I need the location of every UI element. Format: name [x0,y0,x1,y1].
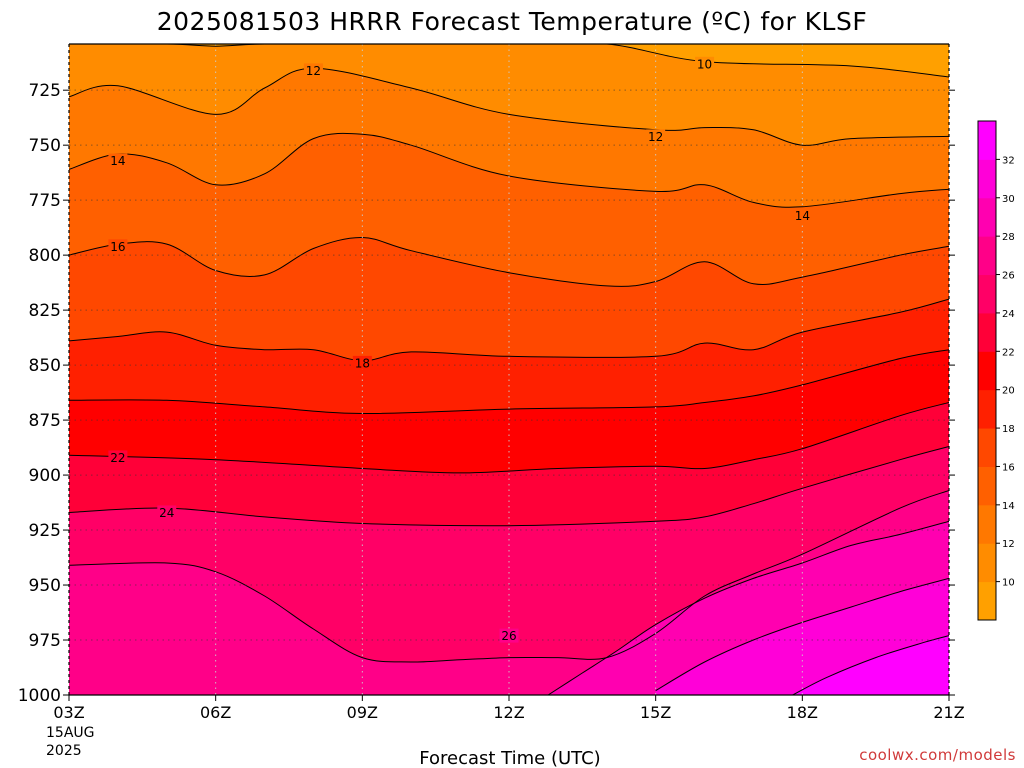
y-tick-label-975: 975 [29,631,61,651]
y-tick-label-925: 925 [29,521,61,541]
colorbar-label-18: 18 [1002,424,1015,435]
colorbar-swatch-5 [978,389,996,429]
colorbar-swatch-12 [978,121,996,160]
contour-band-32 [792,635,949,695]
contour-line-24 [69,446,949,527]
colorbar-label-24: 24 [1002,309,1015,320]
contour-label-bg-8 [157,505,177,520]
colorbar-label-22: 22 [1002,347,1015,358]
contour-line-22 [69,402,949,474]
colorbar-swatch-8 [978,274,996,314]
y-tick-label-725: 725 [29,81,61,101]
x-tick-label-06Z: 06Z [200,703,231,722]
x-axis-ticks: 03Z 06Z 09Z 12Z 15Z 18Z 21Z [53,695,965,722]
y-tick-label-850: 850 [29,356,61,376]
colorbar-swatch-7 [978,312,996,352]
colorbar-label-20: 20 [1002,386,1015,397]
colorbar-label-10: 10 [1002,578,1015,589]
contour-line-14 [69,132,949,208]
contour-label-12: 12 [648,130,663,144]
contour-label-14: 14 [795,209,810,223]
plot-area: 10 12 12 14 14 16 18 22 24 26 725 750 775 800 825 850 87… [18,43,965,722]
contour-line-28 [547,520,949,695]
colorbar-label-28: 28 [1002,232,1015,243]
x-tick-label-03Z: 03Z [53,703,84,722]
y-tick-label-750: 750 [29,136,61,156]
contour-label-26: 26 [501,629,516,643]
y-tick-label-1000: 1000 [18,686,61,706]
contour-label-24: 24 [159,506,174,520]
colorbar-swatch-10 [978,197,996,237]
contour-line-18 [69,298,949,362]
y-axis-ticks: 725 750 775 800 825 850 875 900 925 950 975 1000 [18,81,955,706]
contour-line-10 [69,44,949,78]
x-tick-label-09Z: 09Z [347,703,378,722]
colorbar-label-26: 26 [1002,271,1015,282]
colorbar-label-12: 12 [1002,539,1015,550]
contour-label-bg-5 [108,239,128,254]
colorbar-swatch-9 [978,236,996,276]
x-tick-label-12Z: 12Z [493,703,524,722]
contour-label-22: 22 [110,451,125,465]
contour-label-18: 18 [355,356,370,370]
credit-text: coolwx.com/models [859,746,1016,764]
colorbar-swatch-4 [978,428,996,467]
colorbar-swatch-11 [978,159,996,199]
contour-label-bg-4 [792,208,812,223]
contour-line-16 [69,236,949,287]
contour-label-14: 14 [110,154,125,168]
y-tick-label-775: 775 [29,191,61,211]
x-tick-label-15Z: 15Z [640,703,671,722]
colorbar-label-14: 14 [1002,501,1015,512]
colorbar-swatch-0 [978,581,996,621]
colorbar-border [977,120,997,621]
x-axis-label: Forecast Time (UTC) [419,748,600,768]
x-tick-label-21Z: 21Z [933,703,964,722]
y-tick-label-800: 800 [29,246,61,266]
colorbar-swatch-1 [978,543,996,583]
colorbar-swatch-2 [978,504,996,544]
chart-title: 2025081503 HRRR Forecast Temperature (ºC… [157,7,868,36]
contour-label-16: 16 [110,240,125,254]
contour-fills [69,44,949,695]
y-tick-label-875: 875 [29,411,61,431]
contour-line-32 [792,635,949,695]
x-tick-label-18Z: 18Z [787,703,818,722]
contour-label-bg-3 [108,153,128,168]
contour-line-12 [69,67,949,146]
contour-line-20 [69,349,949,415]
colorbar-label-32: 32 [1002,155,1015,166]
contour-label-bg-6 [352,355,372,370]
date-label-year: 2025 [46,743,82,759]
colorbar-label-16: 16 [1002,462,1015,473]
contour-label-bg-0 [695,56,715,71]
contour-labels: 10 12 12 14 14 16 18 22 24 26 [108,56,812,643]
contour-line-26 [69,490,949,663]
colorbar-label-30: 30 [1002,194,1015,205]
date-label-day: 15AUG [46,725,95,741]
contour-label-bg-1 [303,63,323,78]
contour-label-bg-2 [646,129,666,144]
y-tick-label-900: 900 [29,466,61,486]
colorbar: 10 12 14 16 18 20 22 24 26 28 30 32 [977,120,1015,621]
y-tick-label-825: 825 [29,301,61,321]
y-tick-label-950: 950 [29,576,61,596]
contour-label-bg-7 [108,450,128,465]
colorbar-swatch-3 [978,466,996,506]
contour-label-10: 10 [697,57,712,71]
colorbar-swatch-6 [978,351,996,391]
contour-label-bg-9 [499,628,519,643]
contour-label-12: 12 [306,64,321,78]
